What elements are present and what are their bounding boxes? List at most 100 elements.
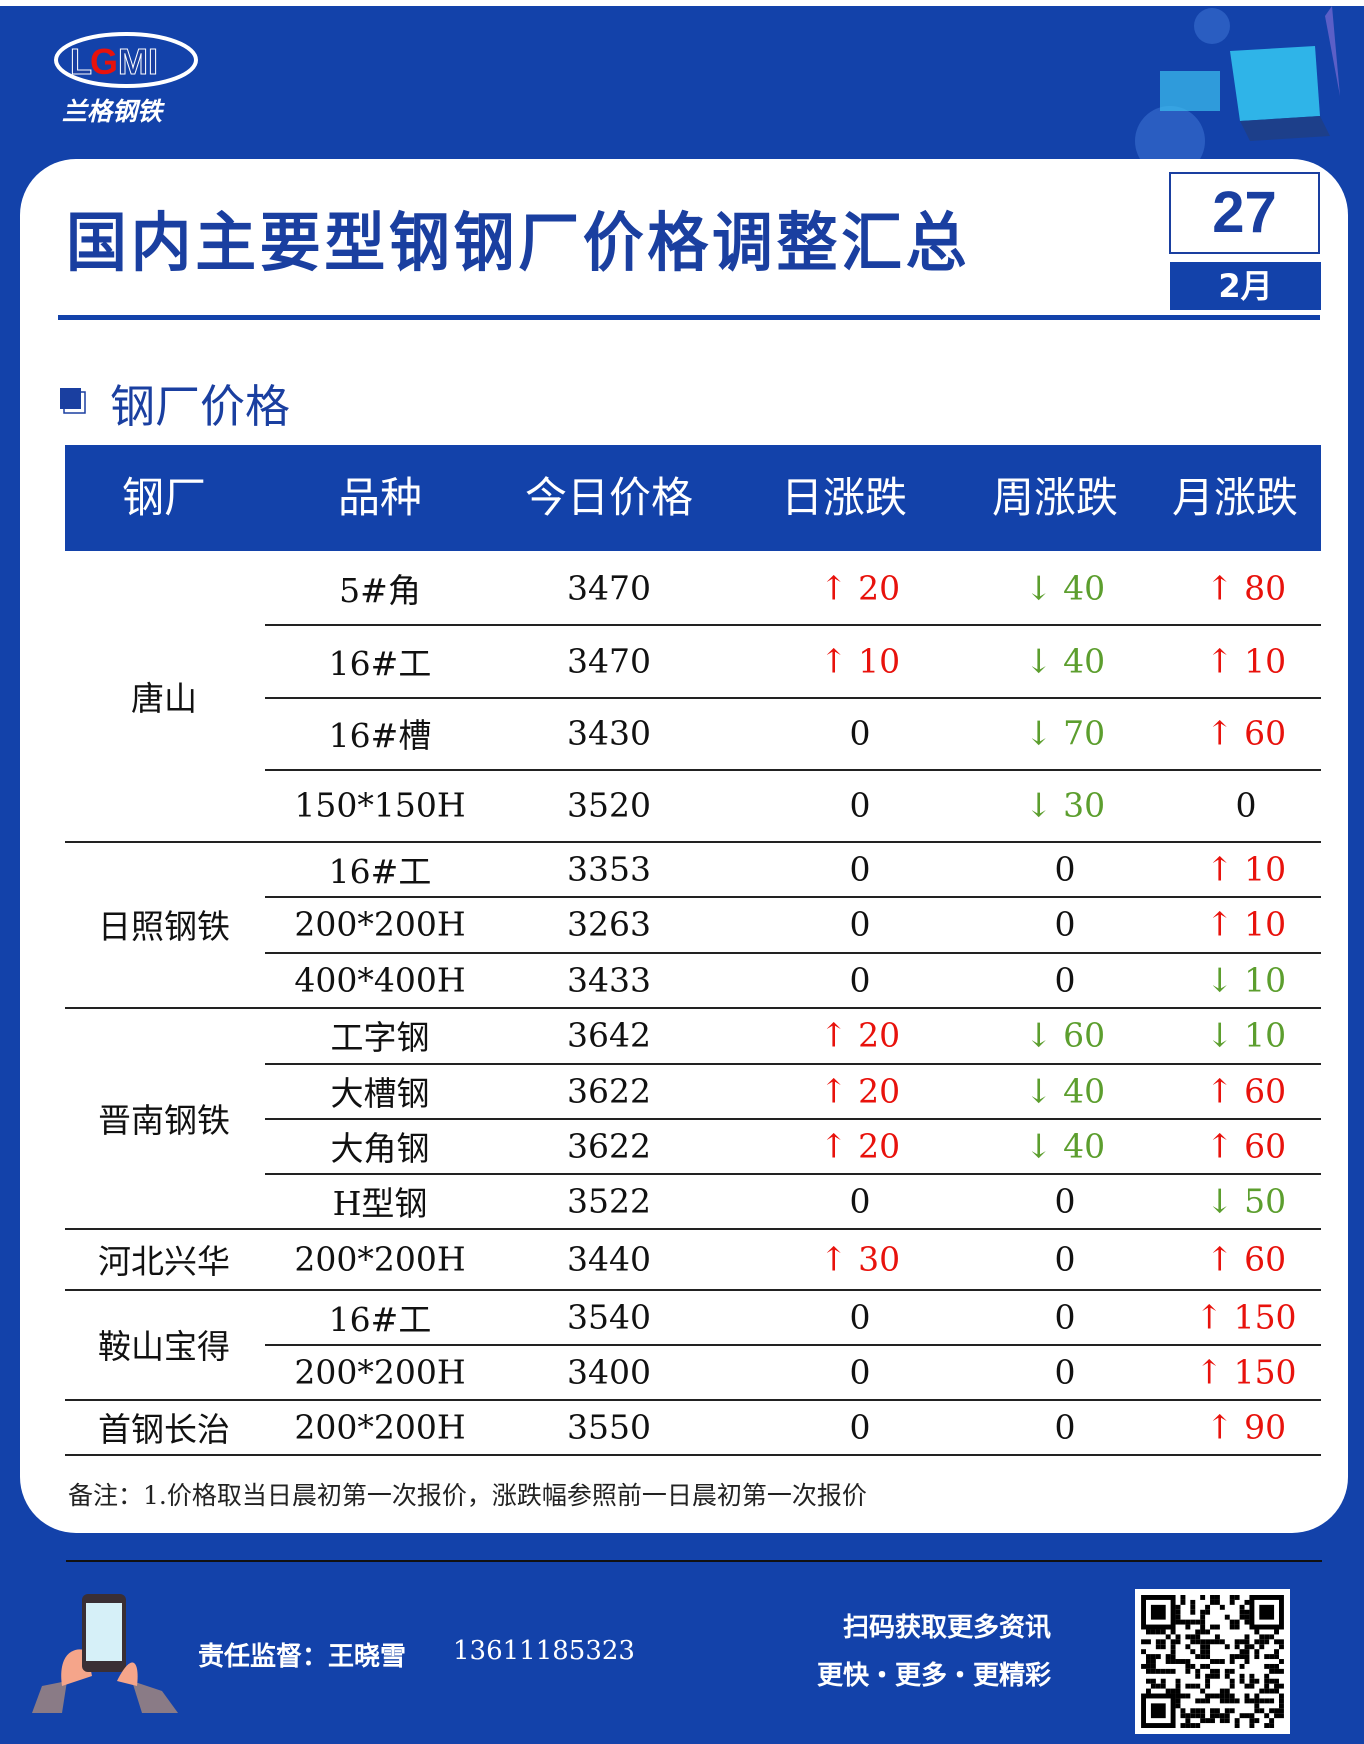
footer-divider bbox=[66, 1560, 1322, 1562]
row-divider bbox=[65, 1454, 1321, 1456]
svg-text:MI: MI bbox=[118, 41, 158, 82]
section-title: 钢厂价格 bbox=[110, 380, 291, 433]
week-change-cell: 0 bbox=[1054, 1297, 1076, 1336]
month-change-cell: ↑ 10 bbox=[1205, 904, 1287, 944]
row-divider bbox=[265, 1344, 1321, 1346]
week-change-cell: ↓ 40 bbox=[1024, 641, 1106, 680]
month-change-cell: ↓ 50 bbox=[1205, 1181, 1287, 1220]
column-header-daily-change: 日涨跌 bbox=[780, 473, 908, 522]
price-cell: 3400 bbox=[567, 1352, 651, 1391]
week-change-cell: 0 bbox=[1054, 960, 1076, 999]
day-change-cell: 0 bbox=[849, 1407, 871, 1446]
qr-code-image bbox=[1141, 1595, 1284, 1728]
price-cell: 3642 bbox=[567, 1015, 651, 1055]
price-cell: 3430 bbox=[567, 713, 651, 753]
row-divider bbox=[265, 769, 1321, 771]
month-change-cell: ↑ 60 bbox=[1205, 1071, 1287, 1110]
row-divider bbox=[65, 841, 1321, 843]
week-change-cell: 0 bbox=[1054, 1181, 1076, 1220]
mill-cell: 河北兴华 bbox=[98, 1241, 230, 1281]
day-change-cell: ↑ 10 bbox=[819, 641, 901, 680]
product-cell: 200*200H bbox=[294, 1407, 466, 1446]
day-change-cell: 0 bbox=[849, 785, 871, 825]
month-change-cell: ↑ 150 bbox=[1195, 1352, 1297, 1391]
supervisor-phone: 13611185323 bbox=[453, 1636, 635, 1666]
row-divider bbox=[265, 624, 1321, 626]
day-change-cell: ↑ 20 bbox=[819, 568, 901, 607]
month-change-cell: ↑ 80 bbox=[1205, 568, 1287, 607]
mill-cell: 晋南钢铁 bbox=[98, 1100, 230, 1140]
price-cell: 3440 bbox=[567, 1239, 651, 1278]
row-divider bbox=[65, 1228, 1321, 1230]
price-cell: 3470 bbox=[567, 568, 651, 607]
title-divider bbox=[58, 315, 1320, 320]
column-header-monthly-change: 月涨跌 bbox=[1171, 473, 1299, 522]
price-cell: 3353 bbox=[567, 849, 651, 888]
day-change-cell: 0 bbox=[849, 904, 871, 944]
day-change-cell: 0 bbox=[849, 849, 871, 888]
day-change-cell: ↑ 20 bbox=[819, 1015, 901, 1055]
day-change-cell: ↑ 20 bbox=[819, 1126, 901, 1165]
qr-code[interactable] bbox=[1135, 1589, 1290, 1734]
day-change-cell: 0 bbox=[849, 1181, 871, 1220]
product-cell: 16#工 bbox=[328, 851, 432, 891]
row-divider bbox=[65, 1007, 1321, 1009]
day-change-cell: 0 bbox=[849, 960, 871, 999]
product-cell: 150*150H bbox=[294, 785, 466, 825]
slogan-scan: 扫码获取更多资讯 bbox=[842, 1613, 1051, 1643]
svg-text:L: L bbox=[70, 41, 92, 82]
product-cell: 200*200H bbox=[294, 904, 466, 944]
week-change-cell: 0 bbox=[1054, 1239, 1076, 1278]
footnote: 备注：1.价格取当日晨初第一次报价，涨跌幅参照前一日晨初第一次报价 bbox=[68, 1481, 867, 1510]
product-cell: 16#工 bbox=[328, 1299, 432, 1339]
day-change-cell: 0 bbox=[849, 1297, 871, 1336]
column-header-mill: 钢厂 bbox=[121, 473, 207, 522]
month-change-cell: ↓ 10 bbox=[1205, 1015, 1287, 1055]
table-header: 钢厂 品种 今日价格 日涨跌 周涨跌 月涨跌 bbox=[65, 445, 1321, 551]
week-change-cell: ↓ 40 bbox=[1024, 1126, 1106, 1165]
mill-cell: 鞍山宝得 bbox=[98, 1327, 230, 1366]
month-change-cell: ↑ 150 bbox=[1195, 1297, 1297, 1336]
page-title: 国内主要型钢钢厂价格调整汇总 bbox=[66, 207, 971, 281]
price-cell: 3433 bbox=[567, 960, 651, 999]
price-cell: 3540 bbox=[567, 1297, 651, 1336]
day-change-cell: 0 bbox=[849, 713, 871, 753]
row-divider bbox=[265, 952, 1321, 954]
month-change-cell: ↑ 60 bbox=[1205, 713, 1287, 753]
row-divider bbox=[265, 1118, 1321, 1120]
price-cell: 3520 bbox=[567, 785, 651, 825]
product-cell: 400*400H bbox=[294, 960, 466, 999]
week-change-cell: ↓ 40 bbox=[1024, 1071, 1106, 1110]
section-square-icon bbox=[60, 388, 86, 414]
column-header-product: 品种 bbox=[337, 473, 423, 522]
week-change-cell: ↓ 40 bbox=[1024, 568, 1106, 607]
mill-cell: 唐山 bbox=[131, 679, 197, 718]
product-cell: 200*200H bbox=[294, 1239, 466, 1278]
product-cell: H型钢 bbox=[332, 1183, 428, 1223]
week-change-cell: 0 bbox=[1054, 904, 1076, 944]
row-divider bbox=[65, 1399, 1321, 1401]
laptop-illustration bbox=[1135, 6, 1340, 176]
phone-hand-illustration bbox=[32, 1594, 178, 1713]
day-change-cell: 0 bbox=[849, 1352, 871, 1391]
column-header-weekly-change: 周涨跌 bbox=[991, 473, 1119, 522]
row-divider bbox=[265, 896, 1321, 898]
slogan-more: 更快・更多・更精彩 bbox=[816, 1661, 1051, 1691]
week-change-cell: 0 bbox=[1054, 849, 1076, 888]
price-cell: 3263 bbox=[567, 904, 651, 944]
row-divider bbox=[265, 1063, 1321, 1065]
month-change-cell: ↑ 90 bbox=[1205, 1407, 1287, 1446]
week-change-cell: 0 bbox=[1054, 1352, 1076, 1391]
date-day: 27 bbox=[1169, 172, 1320, 254]
price-cell: 3622 bbox=[567, 1126, 651, 1165]
supervisor-label: 责任监督：王晓雪 bbox=[198, 1642, 407, 1672]
month-change-cell: ↑ 60 bbox=[1205, 1126, 1287, 1165]
mill-cell: 日照钢铁 bbox=[98, 907, 230, 946]
price-cell: 3622 bbox=[567, 1071, 651, 1110]
week-change-cell: 0 bbox=[1054, 1407, 1076, 1446]
product-cell: 大槽钢 bbox=[330, 1073, 430, 1113]
week-change-cell: ↓ 70 bbox=[1024, 713, 1106, 753]
month-change-cell: 0 bbox=[1235, 785, 1257, 825]
column-header-price: 今日价格 bbox=[524, 473, 694, 522]
product-cell: 工字钢 bbox=[330, 1018, 430, 1057]
